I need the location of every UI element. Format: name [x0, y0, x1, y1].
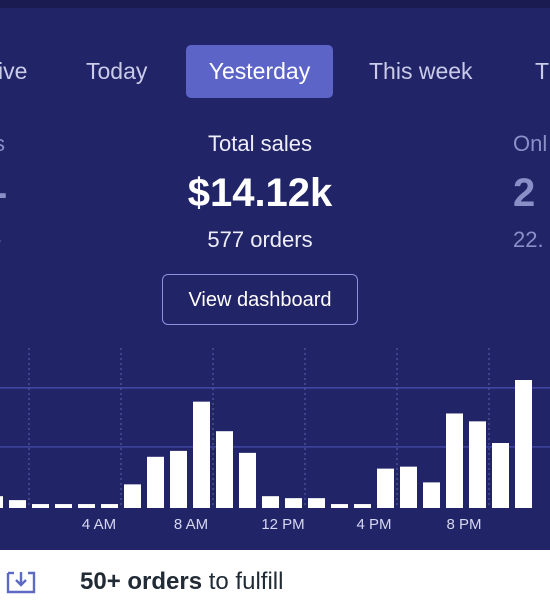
chart-bar-20	[446, 413, 463, 508]
chart-bar-3	[55, 504, 72, 508]
chart-tick-label-4: 8 PM	[446, 516, 481, 533]
tab-this-week[interactable]: This week	[369, 58, 473, 84]
orders-to-fulfill-row[interactable]: 50+ orders to fulfill	[0, 550, 550, 600]
chart-bar-8	[170, 450, 187, 508]
chart-bar-15	[331, 504, 348, 508]
metric-left-sub: -	[0, 224, 14, 256]
chart-bar-1	[9, 500, 26, 508]
tab-yesterday[interactable]: Yesterday	[186, 45, 333, 98]
chart-bar-19	[423, 482, 440, 508]
chart-bar-4	[78, 504, 95, 508]
chart-tick-label-0: 4 AM	[82, 516, 116, 533]
total-sales-label: Total sales	[208, 131, 312, 156]
metric-total-sales: Total sales $14.12k 577 orders	[140, 128, 380, 256]
tab-live[interactable]: ive	[0, 58, 28, 84]
chart-bar-22	[492, 443, 509, 508]
hourly-sales-chart: 4 AM 8 AM 12 PM 4 PM 8 PM	[0, 348, 550, 533]
tab-today[interactable]: Today	[86, 58, 148, 84]
chart-bar-7	[147, 456, 164, 508]
view-dashboard-button[interactable]: View dashboard	[162, 274, 358, 325]
chart-bar-14	[308, 498, 325, 508]
metric-left-label: s	[0, 128, 14, 160]
inbox-download-icon	[6, 571, 36, 594]
top-strip	[0, 0, 550, 8]
metric-right-value: 2	[513, 171, 536, 215]
metric-left: s - -	[0, 128, 14, 256]
chart-bar-11	[239, 452, 256, 508]
metric-right: Onl 2 22.	[513, 128, 550, 256]
metric-right-label: Onl	[513, 131, 548, 156]
chart-bar-21	[469, 421, 486, 508]
chart-bar-17	[377, 468, 394, 508]
chart-bar-13	[285, 498, 302, 508]
tab-next[interactable]: T	[535, 58, 550, 84]
chart-bar-2	[32, 504, 49, 508]
chart-bar-18	[400, 466, 417, 508]
orders-to-fulfill-suffix: to fulfill	[202, 568, 284, 595]
chart-bar-12	[262, 496, 279, 508]
metric-left-value: -	[0, 162, 14, 224]
chart-tick-label-3: 4 PM	[356, 516, 391, 533]
total-orders-count: 577 orders	[207, 227, 313, 252]
metric-right-sub: 22.	[513, 227, 544, 252]
chart-bar-5	[101, 504, 118, 508]
chart-bar-0	[0, 496, 3, 508]
chart-tick-label-2: 12 PM	[261, 516, 304, 533]
analytics-panel: ive Today Yesterday This week T s - - To…	[0, 0, 550, 550]
orders-to-fulfill-text: 50+ orders to fulfill	[80, 568, 283, 596]
chart-tick-label-1: 8 AM	[174, 516, 208, 533]
chart-bar-9	[193, 401, 210, 508]
chart-bar-16	[354, 504, 371, 508]
chart-bar-23	[515, 380, 532, 508]
total-sales-value: $14.12k	[187, 171, 333, 215]
chart-bar-10	[216, 431, 233, 508]
chart-bar-6	[124, 484, 141, 508]
orders-count: 50+ orders	[80, 568, 203, 595]
